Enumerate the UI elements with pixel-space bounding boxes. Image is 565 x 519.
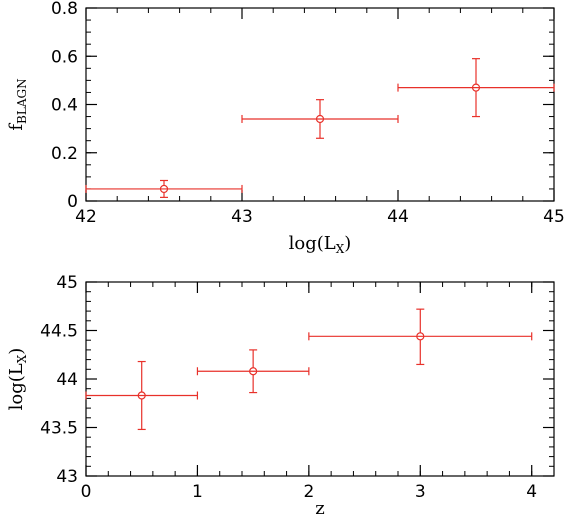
bottom-data-marks [85,308,533,431]
bottom-ticks: 0 1 2 3 4 43 43.5 44 44.5 45 [40,273,554,502]
bottom-plot-frame [85,281,555,477]
bottom-x-tick-label: 4 [526,482,537,502]
data-marker [249,367,258,376]
top-data-point [85,179,243,198]
top-y-tick-label: 0.4 [51,96,78,116]
bottom-panel: 0 1 2 3 4 43 43.5 44 44.5 45 z log(LX) [6,273,555,519]
data-marker [471,83,481,92]
data-marker [416,332,425,341]
top-x-tick-label: 43 [231,207,253,227]
top-data-point [397,58,555,118]
bottom-x-tick-label: 3 [415,482,426,502]
top-x-tick-label: 42 [75,207,97,227]
data-marker [137,391,146,400]
top-data-marks [85,58,555,198]
bottom-x-tick-label: 2 [303,482,314,502]
bottom-y-tick-label: 44.5 [40,322,78,342]
bottom-y-axis-label: log(LX) [6,348,29,411]
top-y-tick-label: 0 [67,192,78,212]
bottom-data-point [308,308,533,366]
bottom-y-tick-label: 43.5 [40,419,78,439]
top-ticks: 42 43 44 45 0 0.2 0.4 0.6 0.8 [51,0,565,227]
top-y-tick-label: 0.8 [51,0,78,19]
top-x-axis-label: log(LX) [289,233,352,256]
bottom-y-tick-label: 44 [56,370,78,390]
data-marker [315,114,325,124]
top-x-tick-label: 44 [387,207,409,227]
bottom-y-tick-label: 43 [56,467,78,487]
top-y-axis-label: fBLAGN [6,78,29,130]
top-data-point [241,99,399,139]
bottom-minor-ticks [85,281,555,477]
bottom-x-axis-label: z [315,498,324,519]
top-y-tick-label: 0.2 [51,144,78,164]
bottom-x-tick-label: 0 [81,482,92,502]
bottom-x-tick-label: 1 [192,482,203,502]
top-y-tick-label: 0.6 [51,47,78,67]
top-x-tick-label: 45 [543,207,565,227]
top-panel: 42 43 44 45 0 0.2 0.4 0.6 0.8 log(LX) fBLAGN [6,0,565,256]
bottom-data-point [196,349,310,394]
bottom-data-point [85,360,199,431]
data-marker [159,184,169,194]
bottom-y-tick-label: 45 [56,273,78,293]
